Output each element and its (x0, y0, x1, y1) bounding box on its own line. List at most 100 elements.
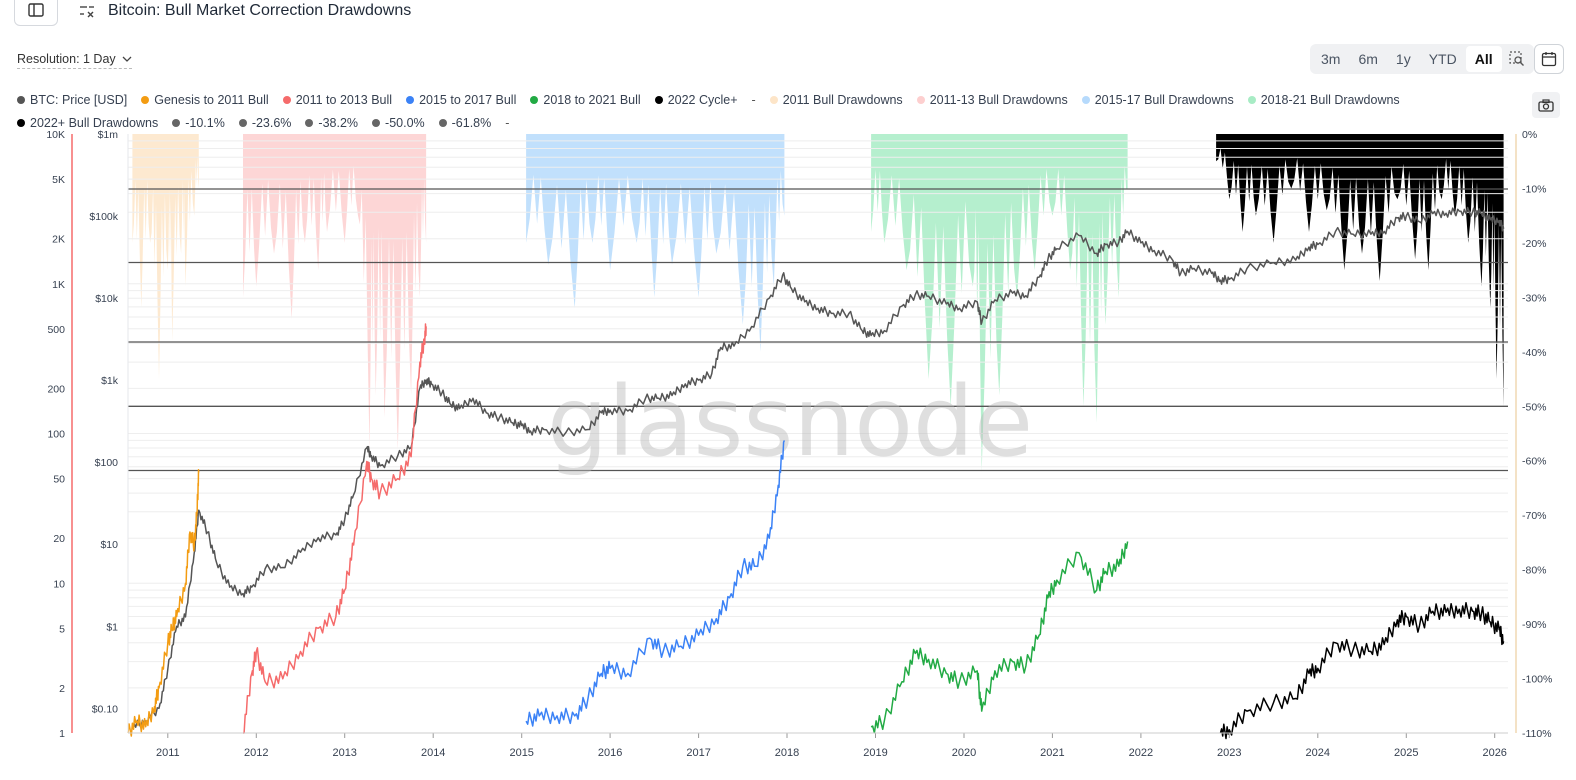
x-axis-tick-label: 2013 (332, 747, 356, 759)
range-button-ytd[interactable]: YTD (1428, 51, 1457, 67)
legend-label: Genesis to 2011 Bull (154, 93, 269, 107)
resolution-label: Resolution: 1 Day (17, 52, 116, 66)
legend-label: 2015 to 2017 Bull (419, 93, 517, 107)
calendar-icon (1541, 52, 1557, 67)
legend-item[interactable]: -10.1% (172, 116, 225, 130)
legend-item[interactable]: -61.8% (438, 116, 492, 130)
drawdown-band (243, 134, 427, 450)
legend-dot-icon (916, 96, 925, 104)
chart-axes: 10K5K2K1K500200100502010521$1m$100k$10k$… (46, 129, 1552, 759)
legend-row: BTC: Price [USD] Genesis to 2011 Bull 2011… (17, 92, 1517, 108)
legend-separator: - (505, 116, 510, 130)
sidebar-panel-icon (28, 3, 44, 17)
legend-dot-icon (406, 96, 415, 104)
range-button-6m[interactable]: 6m (1358, 51, 1378, 67)
x-axis-tick-label: 2022 (1129, 747, 1153, 759)
legend-dot-icon (172, 119, 181, 127)
cycle-axis-tick-label: 500 (47, 324, 65, 336)
series-line (243, 323, 427, 734)
top-bar: Bitcoin: Bull Market Correction Drawdown… (0, 0, 1576, 28)
x-axis-tick-label: 2011 (156, 747, 180, 759)
legend-item[interactable]: 2018-21 Bull Drawdowns (1247, 93, 1400, 107)
x-axis-tick-label: 2021 (1040, 747, 1064, 759)
resolution-dropdown[interactable]: Resolution: 1 Day (17, 52, 132, 69)
legend-label: 2011-13 Bull Drawdowns (929, 93, 1068, 107)
drawdown-axis-tick-label: -40% (1522, 347, 1547, 359)
legend-label: -50.0% (385, 116, 425, 130)
cycle-axis-tick-label: 20 (53, 533, 65, 545)
drawdown-axis-tick-label: 0% (1522, 129, 1537, 141)
legend-dot-icon (141, 96, 150, 104)
legend-item[interactable]: 2022 Cycle+ (654, 93, 738, 107)
legend-dot-icon (438, 119, 447, 127)
legend-dot-icon (530, 96, 539, 104)
legend-item[interactable]: 2011-13 Bull Drawdowns (916, 93, 1068, 107)
watermark: glassnode (547, 366, 1033, 478)
series-line (525, 440, 786, 727)
camera-icon (1538, 98, 1554, 112)
sidebar-toggle-button[interactable] (14, 0, 58, 26)
chart-settings-icon[interactable] (78, 2, 96, 20)
legend-item[interactable]: 2018 to 2021 Bull (530, 93, 641, 107)
x-axis-tick-label: 2023 (1217, 747, 1241, 759)
x-axis-tick-label: 2016 (598, 747, 622, 759)
drawdown-axis-tick-label: -100% (1522, 674, 1552, 686)
drawdown-bands (132, 134, 1504, 472)
date-range-button[interactable] (1534, 44, 1564, 74)
drawdown-axis-tick-label: -60% (1522, 456, 1547, 468)
reference-level-lines (128, 188, 1508, 472)
legend-item[interactable]: BTC: Price [USD] (17, 93, 127, 107)
legend-item[interactable]: 2011 to 2013 Bull (282, 93, 392, 107)
legend-dot-icon (17, 119, 25, 127)
legend-item[interactable]: 2015-17 Bull Drawdowns (1081, 93, 1234, 107)
cycle-axis-tick-label: 100 (47, 429, 65, 441)
drawdown-axis-tick-label: -50% (1522, 401, 1547, 413)
legend-separator: - (751, 93, 756, 107)
cycle-axis-tick-label: 2K (52, 234, 65, 246)
drawdown-axis-tick-label: -80% (1522, 565, 1547, 577)
range-button-3m[interactable]: 3m (1321, 51, 1341, 67)
legend-label: -23.6% (251, 116, 292, 130)
legend-item[interactable]: 2011 Bull Drawdowns (769, 93, 903, 107)
legend-item[interactable]: -50.0% (372, 116, 425, 130)
series-line (870, 541, 1129, 734)
price-axis-tick-label: $100 (95, 457, 119, 469)
cycle-axis-tick-label: 5K (52, 174, 65, 186)
legend-dot-icon (1247, 96, 1256, 104)
zoom-selection-icon[interactable] (1502, 46, 1532, 72)
legend-dot-icon (305, 119, 314, 127)
drawdown-band (1216, 134, 1504, 407)
cycle-axis-tick-label: 2 (59, 683, 65, 695)
price-axis-tick-label: $10 (100, 539, 118, 551)
range-button-all[interactable]: All (1465, 46, 1502, 72)
legend-dot-icon (1081, 96, 1090, 104)
legend-item[interactable]: -38.2% (305, 116, 358, 130)
chart-legend: BTC: Price [USD] Genesis to 2011 Bull 2011… (17, 92, 1517, 138)
legend-item[interactable]: 2015 to 2017 Bull (406, 93, 516, 107)
legend-label: -10.1% (185, 116, 225, 130)
x-axis-tick-label: 2020 (952, 747, 976, 759)
cycle-axis-tick-label: 5 (59, 623, 65, 635)
legend-label: 2011 Bull Drawdowns (782, 93, 903, 107)
legend-dot-icon (769, 96, 778, 104)
price-axis-tick-label: $1k (101, 375, 119, 387)
series-line (127, 469, 200, 737)
x-axis-tick-label: 2018 (775, 747, 799, 759)
x-axis-tick-label: 2019 (863, 747, 887, 759)
screenshot-button[interactable] (1532, 92, 1560, 118)
legend-item[interactable]: Genesis to 2011 Bull (141, 93, 269, 107)
legend-item[interactable]: -23.6% (238, 116, 292, 130)
legend-item[interactable]: 2022+ Bull Drawdowns (17, 116, 158, 130)
range-button-1y[interactable]: 1y (1395, 51, 1411, 67)
time-range-selector: 3m 6m 1y YTD All (1310, 44, 1534, 74)
legend-dot-icon (17, 96, 25, 104)
legend-label: -61.8% (451, 116, 492, 130)
drawdown-band (871, 134, 1128, 472)
cycle-axis-tick-label: 200 (47, 383, 65, 395)
price-axis-tick-label: $10k (95, 293, 119, 305)
legend-label: -38.2% (318, 116, 359, 130)
x-axis-tick-label: 2014 (421, 747, 445, 759)
cycle-axis-tick-label: 50 (53, 474, 65, 486)
drawdown-axis-tick-label: -20% (1522, 238, 1547, 250)
minor-gridlines (128, 140, 1508, 734)
